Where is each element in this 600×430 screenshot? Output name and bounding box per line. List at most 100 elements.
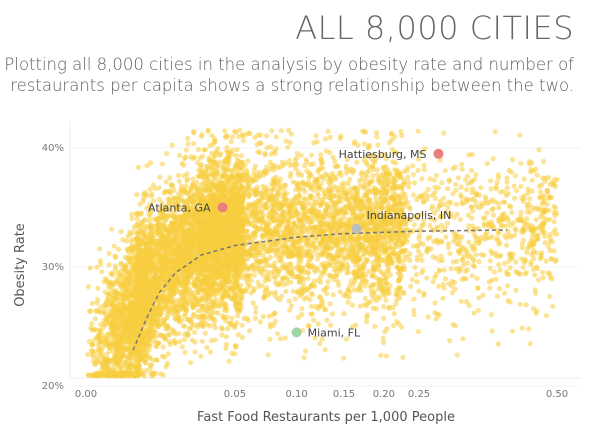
scatter-point bbox=[311, 317, 317, 323]
scatter-point bbox=[458, 184, 464, 190]
scatter-point bbox=[453, 181, 459, 187]
scatter-point bbox=[182, 349, 188, 356]
scatter-point bbox=[359, 176, 365, 182]
scatter-point bbox=[386, 304, 392, 310]
scatter-point bbox=[252, 315, 258, 321]
scatter-point bbox=[504, 175, 510, 181]
scatter-point bbox=[542, 240, 548, 246]
scatter-point bbox=[226, 358, 232, 364]
scatter-point bbox=[415, 248, 422, 254]
scatter-point bbox=[111, 243, 117, 249]
scatter-point bbox=[309, 292, 315, 298]
scatter-point bbox=[435, 283, 442, 289]
scatter-point bbox=[504, 185, 510, 191]
scatter-point bbox=[269, 312, 275, 318]
scatter-point bbox=[94, 353, 100, 359]
scatter-point bbox=[450, 322, 456, 328]
scatter-point bbox=[489, 328, 495, 334]
scatter-point bbox=[192, 329, 198, 335]
scatter-point bbox=[318, 156, 324, 163]
scatter-point bbox=[471, 310, 477, 316]
scatter-point bbox=[273, 146, 279, 152]
scatter-point bbox=[495, 231, 501, 237]
scatter-point bbox=[207, 349, 214, 355]
scatter-point bbox=[540, 175, 546, 181]
scatter-point bbox=[464, 187, 470, 193]
scatter-point bbox=[208, 338, 214, 344]
scatter-point bbox=[232, 128, 238, 134]
scatter-point bbox=[381, 340, 387, 346]
scatter-point bbox=[440, 295, 446, 301]
scatter-point bbox=[432, 195, 438, 201]
scatter-point bbox=[391, 311, 397, 317]
scatter-point bbox=[183, 147, 189, 153]
scatter-point bbox=[247, 328, 253, 334]
scatter-point bbox=[91, 337, 97, 343]
scatter-point bbox=[89, 300, 95, 306]
chart-title: ALL 8,000 CITIES bbox=[295, 9, 574, 47]
scatter-point bbox=[487, 265, 493, 271]
scatter-point bbox=[308, 311, 314, 317]
scatter-point bbox=[513, 287, 519, 293]
scatter-point bbox=[374, 129, 380, 136]
scatter-point bbox=[533, 217, 539, 223]
scatter-point bbox=[322, 136, 329, 142]
scatter-point bbox=[99, 354, 105, 360]
scatter-point bbox=[445, 186, 451, 192]
scatter-point bbox=[197, 163, 203, 169]
scatter-point bbox=[471, 257, 477, 264]
scatter-point bbox=[390, 190, 396, 196]
scatter-point bbox=[192, 349, 198, 355]
scatter-point bbox=[120, 237, 126, 243]
scatter-point bbox=[176, 331, 182, 337]
scatter-point bbox=[287, 307, 293, 313]
scatter-point bbox=[432, 300, 438, 306]
scatter-point bbox=[500, 189, 506, 195]
scatter-point bbox=[473, 252, 479, 258]
scatter-point bbox=[95, 296, 101, 303]
scatter-point bbox=[401, 257, 408, 264]
scatter-point bbox=[198, 133, 204, 139]
scatter-point bbox=[223, 135, 229, 141]
scatter-point bbox=[157, 174, 163, 180]
chart-subtitle: Plotting all 8,000 cities in the analysi… bbox=[4, 55, 574, 95]
scatter-point bbox=[309, 152, 315, 158]
scatter-point bbox=[450, 191, 456, 197]
scatter-point bbox=[419, 211, 425, 217]
scatter-point bbox=[457, 216, 463, 223]
scatter-point bbox=[521, 176, 527, 182]
scatter-point bbox=[267, 254, 273, 261]
scatter-point bbox=[196, 167, 202, 173]
scatter-point bbox=[304, 294, 310, 300]
scatter-point bbox=[393, 301, 399, 307]
scatter-point bbox=[277, 336, 283, 342]
scatter-point bbox=[509, 210, 515, 216]
scatter-point bbox=[415, 167, 421, 174]
scatter-point bbox=[284, 281, 290, 287]
scatter-point bbox=[362, 283, 368, 289]
scatter-point bbox=[482, 194, 488, 200]
scatter-point bbox=[313, 133, 319, 139]
scatter-point bbox=[337, 289, 343, 295]
scatter-point bbox=[190, 155, 196, 161]
scatter-point bbox=[344, 170, 350, 176]
scatter-point bbox=[445, 245, 451, 251]
scatter-point bbox=[177, 339, 183, 345]
scatter-point bbox=[421, 166, 427, 173]
scatter-point bbox=[452, 286, 458, 292]
scatter-point bbox=[518, 209, 524, 215]
scatter-point bbox=[311, 140, 317, 146]
scatter-point bbox=[273, 134, 279, 140]
scatter-point bbox=[163, 363, 169, 370]
scatter-point bbox=[341, 355, 347, 361]
scatter-point bbox=[319, 187, 325, 193]
scatter-point bbox=[176, 172, 182, 179]
scatter-point bbox=[528, 169, 534, 175]
scatter-point bbox=[302, 348, 308, 354]
scatter-point bbox=[252, 135, 258, 141]
scatter-point bbox=[520, 264, 526, 271]
scatter-point bbox=[375, 142, 381, 148]
scatter-point bbox=[465, 212, 472, 218]
scatter-point bbox=[473, 172, 479, 178]
